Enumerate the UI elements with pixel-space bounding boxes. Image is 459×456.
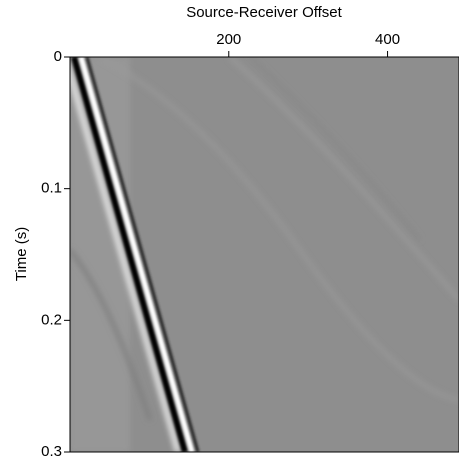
- plot-frame: [69, 56, 459, 453]
- seismic-image: [70, 57, 459, 452]
- y-tick-label: 0.2: [41, 311, 62, 328]
- x-axis-label: Source-Receiver Offset: [186, 4, 342, 21]
- y-tick-label: 0.3: [41, 443, 62, 456]
- y-tick-label: 0: [54, 48, 62, 65]
- y-tick-label: 0.1: [41, 180, 62, 197]
- y-axis-label: Time (s): [13, 227, 30, 281]
- x-tick-label: 400: [375, 31, 400, 48]
- x-tick-label: 200: [216, 31, 241, 48]
